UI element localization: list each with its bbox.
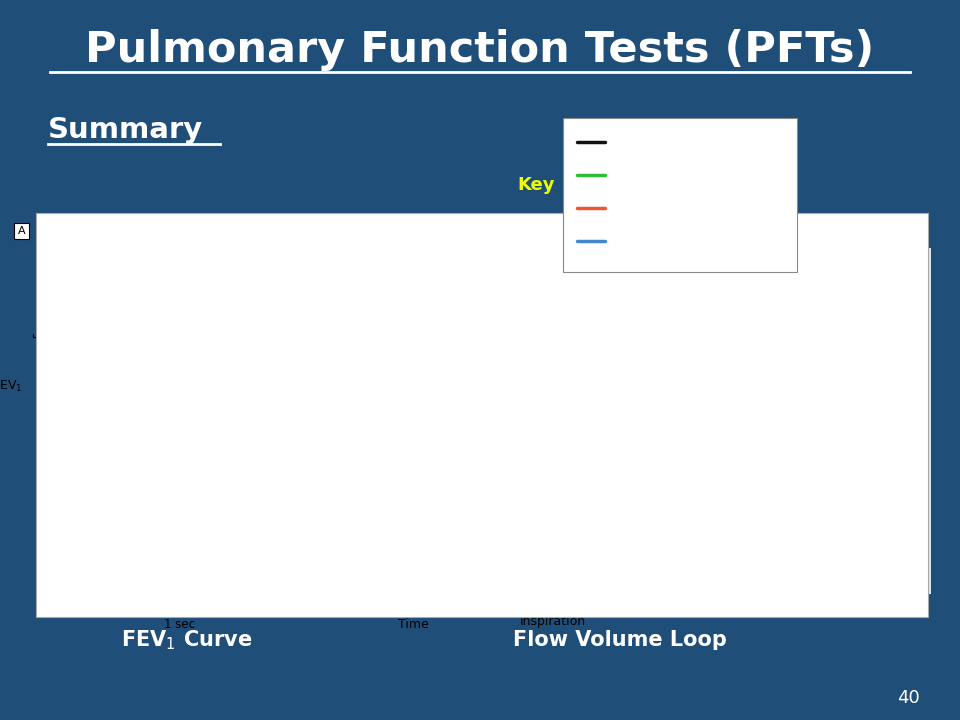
FancyBboxPatch shape	[563, 118, 797, 272]
Text: Normal: Normal	[615, 135, 662, 148]
Text: FVC: FVC	[418, 405, 442, 418]
Text: Flow Volume Loop: Flow Volume Loop	[513, 630, 727, 650]
Text: Volume: Volume	[876, 405, 922, 418]
Text: Volume: Volume	[76, 218, 122, 231]
Text: Inspiration: Inspiration	[520, 615, 587, 628]
Text: 1 sec: 1 sec	[164, 618, 196, 631]
Text: A: A	[18, 226, 25, 236]
Text: FEV$_1$ Curve: FEV$_1$ Curve	[121, 628, 252, 652]
Text: Expiration: Expiration	[521, 222, 585, 235]
Text: Key: Key	[517, 176, 555, 194]
Text: 40: 40	[898, 689, 920, 707]
Text: Tracheal
obstruction: Tracheal obstruction	[615, 227, 691, 255]
Text: FEV$_1$: FEV$_1$	[0, 379, 22, 394]
Text: Summary: Summary	[48, 116, 204, 144]
Text: Time: Time	[397, 618, 428, 631]
FancyBboxPatch shape	[36, 213, 928, 617]
Text: Fibrosis: Fibrosis	[615, 202, 664, 215]
Text: COPD: COPD	[615, 168, 653, 181]
Text: FVC: FVC	[475, 425, 499, 438]
Text: Flow: Flow	[406, 407, 419, 436]
Text: Pulmonary Function Tests (PFTs): Pulmonary Function Tests (PFTs)	[85, 29, 875, 71]
